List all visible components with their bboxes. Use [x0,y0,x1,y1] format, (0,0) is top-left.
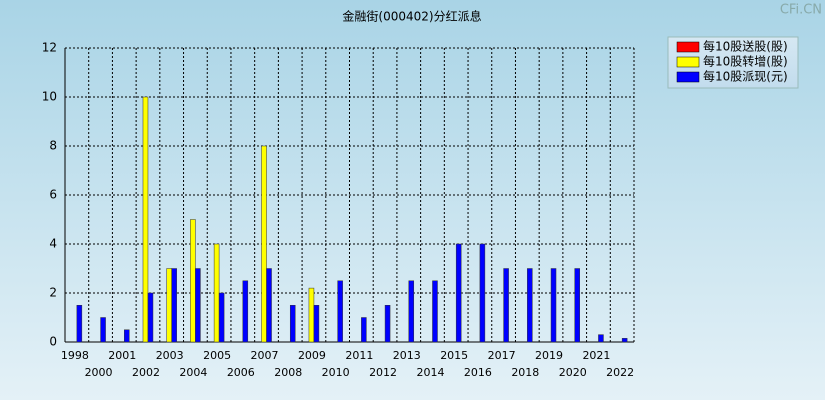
x-tick-label: 2008 [274,366,302,379]
x-tick-label: 2012 [369,366,397,379]
bar [166,268,172,343]
y-tick-label: 12 [42,41,57,55]
bar [190,219,196,343]
bar [147,292,154,343]
x-tick-label: 1998 [61,349,89,362]
x-tick-label: 2004 [179,366,207,379]
bar [171,268,177,343]
y-tick-label: 2 [49,286,57,300]
x-tick-label: 2013 [393,349,421,362]
y-tick-label: 0 [49,335,57,349]
y-tick-label: 6 [49,188,57,202]
bar [550,268,557,343]
y-tick-label: 4 [49,237,57,251]
bar [503,268,509,343]
bar [195,268,201,343]
bar [432,280,438,343]
x-tick-label: 2010 [322,366,350,379]
bar [574,268,580,343]
x-tick-label: 2021 [582,349,610,362]
y-tick-label: 8 [49,139,57,153]
bar [384,305,391,343]
bar [479,243,486,343]
x-tick-label: 2002 [132,366,160,379]
legend-swatch [676,71,700,83]
chart-title: 金融街(000402)分红派息 [342,9,481,24]
x-tick-label: 2015 [440,349,468,362]
x-tick-label: 2009 [298,349,326,362]
bar [455,243,462,343]
bar [218,292,225,343]
x-tick-label: 2007 [251,349,279,362]
legend-swatch [676,41,700,53]
bar [308,287,315,343]
x-tick-label: 2022 [606,366,634,379]
bar [361,317,367,343]
legend-label: 每10股派现(元) [703,69,788,84]
legend-swatch [676,56,700,68]
x-tick-label: 2019 [535,349,563,362]
bar [408,280,415,343]
bar [213,243,220,343]
x-tick-label: 2016 [464,366,492,379]
legend-label: 每10股送股(股) [703,39,788,54]
x-tick-label: 2011 [345,349,373,362]
x-tick-label: 2017 [488,349,516,362]
bar [289,305,296,343]
x-tick-label: 2000 [85,366,113,379]
bar [242,280,249,343]
bar [337,280,343,343]
bar [76,305,83,343]
y-tick-label: 10 [42,90,57,104]
watermark: CFi.CN [780,3,822,18]
x-tick-label: 2006 [227,366,255,379]
legend-label: 每10股转增(股) [703,54,788,69]
bar [261,145,267,343]
bar [100,317,106,343]
bar [266,268,272,343]
bar [598,334,604,343]
bar [527,268,533,343]
x-tick-label: 2020 [559,366,587,379]
bar [142,96,149,343]
x-tick-label: 2018 [511,366,539,379]
bar [124,329,130,343]
x-tick-label: 2003 [156,349,184,362]
x-tick-label: 2001 [108,349,136,362]
bar [313,305,320,343]
x-tick-label: 2014 [416,366,444,379]
bar [621,338,628,343]
x-tick-label: 2005 [203,349,231,362]
